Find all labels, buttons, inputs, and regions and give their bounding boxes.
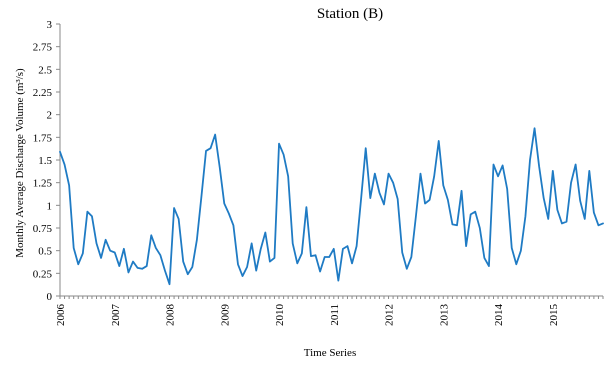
x-tick-label: 2013	[438, 304, 450, 327]
y-tick-label: 2.5	[38, 64, 52, 76]
x-axis-label: Time Series	[303, 347, 357, 359]
x-tick-label: 2012	[384, 304, 396, 326]
series-line	[59, 127, 604, 286]
x-tick-label: 2009	[219, 304, 231, 327]
y-tick-label: 0.25	[33, 268, 53, 280]
x-tick-label: 2010	[274, 304, 286, 327]
x-axis: 2006 2007 2008 2009 2010 2011 2012 2013 2014 2015	[55, 295, 604, 327]
y-tick-label: 0	[47, 291, 53, 303]
x-tick-label: 2011	[329, 304, 341, 326]
y-tick-label: 1.5	[38, 155, 52, 167]
x-tick-label: 2006	[55, 304, 67, 327]
x-tick-label: 2014	[493, 304, 505, 327]
chart-title: Station (B)	[316, 6, 384, 22]
y-tick-label: 2	[47, 110, 53, 122]
y-tick-label: 2.75	[33, 42, 53, 54]
y-tick-label: 0.5	[38, 246, 52, 258]
y-tick-label: 1	[47, 200, 53, 212]
x-tick-label: 2008	[165, 304, 177, 327]
plot-area	[59, 127, 604, 286]
x-tick-label: 2015	[548, 304, 560, 327]
y-tick-label: 0.75	[33, 223, 53, 235]
y-axis: 0 0.25 0.5 0.75 1 1.25 1.5 1.75 2 2.25 2.5 2.75 3	[33, 19, 61, 303]
y-tick-label: 3	[47, 19, 53, 31]
y-tick-label: 2.25	[33, 87, 53, 99]
y-tick-label: 1.25	[33, 178, 53, 190]
y-tick-label: 1.75	[33, 132, 53, 144]
x-tick-label: 2007	[110, 304, 122, 327]
